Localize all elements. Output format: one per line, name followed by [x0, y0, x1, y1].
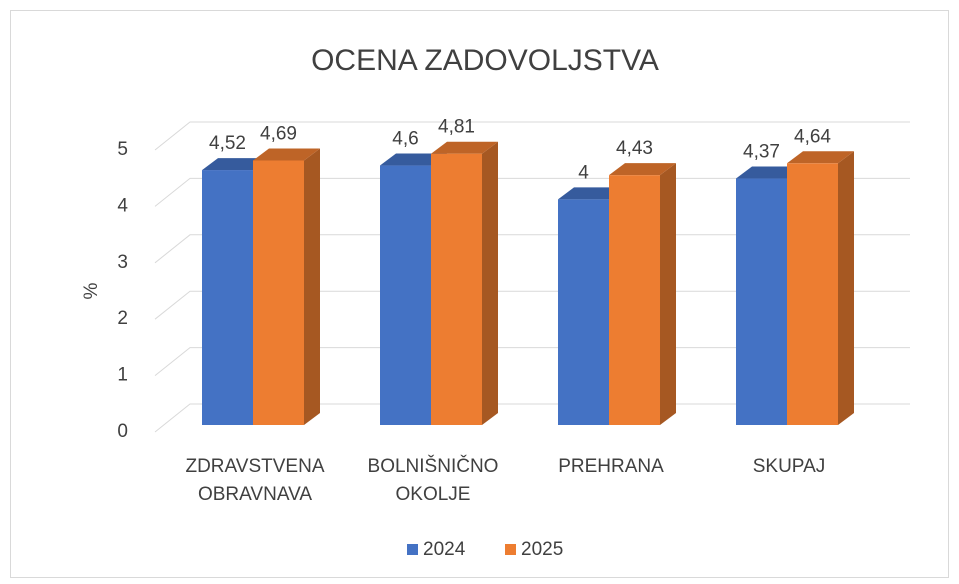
bar-top: [431, 141, 498, 154]
legend-swatch: [407, 544, 418, 555]
x-tick-label: ZDRAVSTVENA OBRAVNAVA: [185, 456, 324, 505]
data-label: 4,81: [438, 117, 475, 138]
x-tick-label: BOLNIŠNIČNO OKOLJE: [368, 455, 499, 505]
bar-top: [380, 153, 447, 166]
bar-top: [558, 187, 625, 200]
bar-side: [838, 151, 854, 425]
legend-label: 2024: [423, 539, 466, 560]
data-label: 4,6: [392, 129, 418, 150]
bar-front: [558, 199, 609, 425]
y-axis-label: %: [81, 282, 102, 299]
chart-title: OCENA ZADOVOLJSTVA: [311, 44, 659, 77]
y-tick-label: 3: [117, 252, 128, 273]
bar-front: [253, 160, 304, 425]
bar: [253, 148, 320, 425]
bar: [431, 141, 498, 425]
bar-front: [609, 175, 660, 425]
y-tick-label: 2: [117, 308, 128, 329]
x-tick-label: PREHRANA: [558, 456, 664, 477]
data-label: 4,52: [209, 133, 246, 154]
bar-front: [202, 170, 253, 425]
y-tick-label: 5: [117, 139, 128, 160]
legend-label: 2025: [521, 539, 563, 560]
bar-top: [787, 151, 854, 164]
bar-side: [660, 163, 676, 425]
bar-front: [380, 165, 431, 425]
grid-line: [154, 121, 910, 151]
bar-side: [482, 141, 498, 425]
data-label: 4: [578, 162, 589, 183]
data-label: 4,37: [743, 142, 780, 163]
y-tick-label: 1: [117, 365, 128, 386]
y-tick-label: 4: [117, 195, 128, 216]
y-tick-label: 0: [117, 421, 128, 442]
bar-front: [736, 178, 787, 425]
bar-top: [202, 158, 269, 171]
bar: [787, 151, 854, 425]
bar-front: [431, 153, 482, 425]
data-label: 4,64: [794, 126, 831, 147]
bar: [609, 163, 676, 425]
bar-front: [787, 163, 838, 425]
legend-swatch: [505, 544, 516, 555]
x-tick-label: SKUPAJ: [753, 456, 826, 477]
bar-top: [736, 166, 803, 179]
bar-top: [253, 148, 320, 161]
data-label: 4,69: [260, 123, 297, 144]
data-label: 4,43: [616, 138, 653, 159]
bar-top: [609, 163, 676, 176]
bar-side: [304, 148, 320, 425]
